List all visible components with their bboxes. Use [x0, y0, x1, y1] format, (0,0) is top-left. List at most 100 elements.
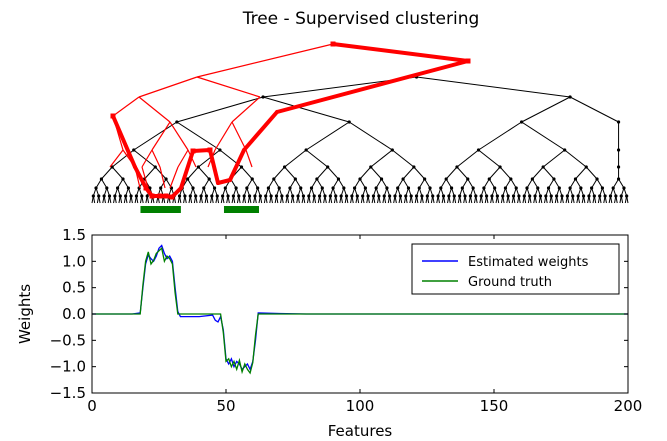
tree-edge	[445, 166, 458, 180]
tree-edge	[208, 178, 215, 189]
selected-edge	[151, 149, 161, 168]
tree-edge	[95, 178, 102, 189]
selected-node	[163, 193, 169, 199]
tree-edge	[467, 178, 474, 189]
tree-edge	[359, 166, 372, 180]
selected-edge-thick	[216, 178, 232, 185]
tree-edge	[251, 178, 259, 189]
tree-node	[175, 120, 179, 124]
tree-edge	[198, 166, 210, 180]
tree-edge	[532, 166, 544, 180]
tree-edge	[548, 178, 555, 189]
tree-edge	[203, 178, 210, 189]
tree-edge	[440, 178, 447, 189]
tree-edge	[456, 166, 469, 180]
legend-box	[411, 243, 620, 295]
tree-edge	[375, 178, 382, 189]
tree-edge	[542, 149, 566, 168]
tree-edge	[402, 166, 415, 180]
tree-edge	[327, 166, 339, 180]
tree-edge	[187, 178, 194, 189]
tree-node	[231, 194, 236, 198]
legend: Estimated weights Ground truth	[411, 243, 620, 295]
tree-edge	[381, 178, 388, 189]
selected-node	[110, 113, 116, 119]
x-tick-label: 100	[346, 397, 375, 415]
legend-entry: Estimated weights	[468, 255, 589, 270]
tree-node	[528, 194, 532, 198]
figure-title: Tree - Supervised clustering	[242, 9, 480, 29]
tree-edge	[305, 149, 328, 168]
tree-edge	[478, 149, 501, 168]
tree-edge	[564, 149, 587, 168]
selected-edge-thick	[275, 59, 470, 114]
tree-edge	[289, 178, 296, 189]
y-axis-label: Weights	[16, 284, 34, 344]
y-tick-label: −0.5	[50, 331, 86, 349]
tree-edge	[478, 121, 522, 151]
tree-edge	[397, 178, 404, 189]
tree-edge	[246, 178, 253, 189]
tree-edge	[510, 178, 517, 189]
x-tick-label: 200	[614, 397, 643, 415]
tree-edge	[284, 166, 296, 180]
x-tick-label: 150	[480, 397, 509, 415]
selected-node	[190, 148, 196, 154]
selected-edges	[109, 41, 471, 200]
tree-edge	[542, 166, 555, 180]
tree-edge	[499, 166, 512, 180]
tree-edge	[456, 149, 479, 168]
tree-edge	[122, 178, 129, 189]
selected-edge-thick	[179, 149, 195, 190]
selected-edge	[214, 121, 233, 151]
tree-edge	[133, 149, 156, 168]
tree-edge	[591, 178, 598, 189]
selected-edge	[159, 166, 166, 189]
selected-node	[207, 147, 213, 153]
tree-edges	[91, 75, 629, 204]
weights-plot: 0 50 100 150 200 1.5 1.0 0.5 0.0 −0.5 −1.0 −1.5 Feat…	[16, 226, 642, 440]
tree-edge	[176, 96, 264, 123]
tree-edge	[117, 178, 124, 189]
selected-edge	[169, 166, 179, 189]
tree-edge	[416, 76, 571, 98]
tree-node	[560, 194, 564, 198]
tree-edge	[483, 178, 490, 189]
tree-node	[145, 194, 149, 198]
tree-edge	[111, 166, 124, 180]
selected-edge	[141, 166, 149, 189]
tree-edge	[354, 178, 361, 189]
selected-edge-thick	[208, 148, 220, 185]
tree-edge	[311, 178, 318, 189]
y-tick-label: −1.0	[50, 358, 86, 376]
selected-edge	[196, 43, 334, 78]
x-axis-label: Features	[328, 422, 393, 440]
selected-edge	[112, 96, 140, 117]
selected-edge	[231, 96, 261, 123]
tree-node	[221, 194, 225, 198]
legend-entry: Ground truth	[468, 275, 552, 290]
selected-edge	[151, 121, 171, 151]
selected-edge-thick	[242, 110, 279, 152]
support-bars	[140, 206, 259, 213]
tree-edge	[273, 178, 280, 189]
tree-edge	[241, 166, 253, 180]
tree-edge	[585, 166, 598, 180]
tree-edge	[176, 121, 221, 151]
tree-edge	[488, 166, 501, 180]
selected-edge	[138, 76, 198, 98]
tree-edge	[294, 178, 302, 189]
selected-node	[330, 41, 336, 47]
tree-edge	[133, 121, 178, 151]
tree-node	[538, 194, 543, 198]
tree-edge	[618, 178, 625, 189]
selected-edge-thick	[133, 165, 148, 190]
selected-edge	[141, 149, 153, 168]
selected-edge-thick	[191, 148, 212, 153]
tree-edge	[575, 166, 587, 180]
tree-node	[199, 194, 203, 198]
tree-edge	[424, 178, 431, 189]
tree-edge	[521, 121, 565, 151]
tree-edge	[418, 178, 426, 189]
